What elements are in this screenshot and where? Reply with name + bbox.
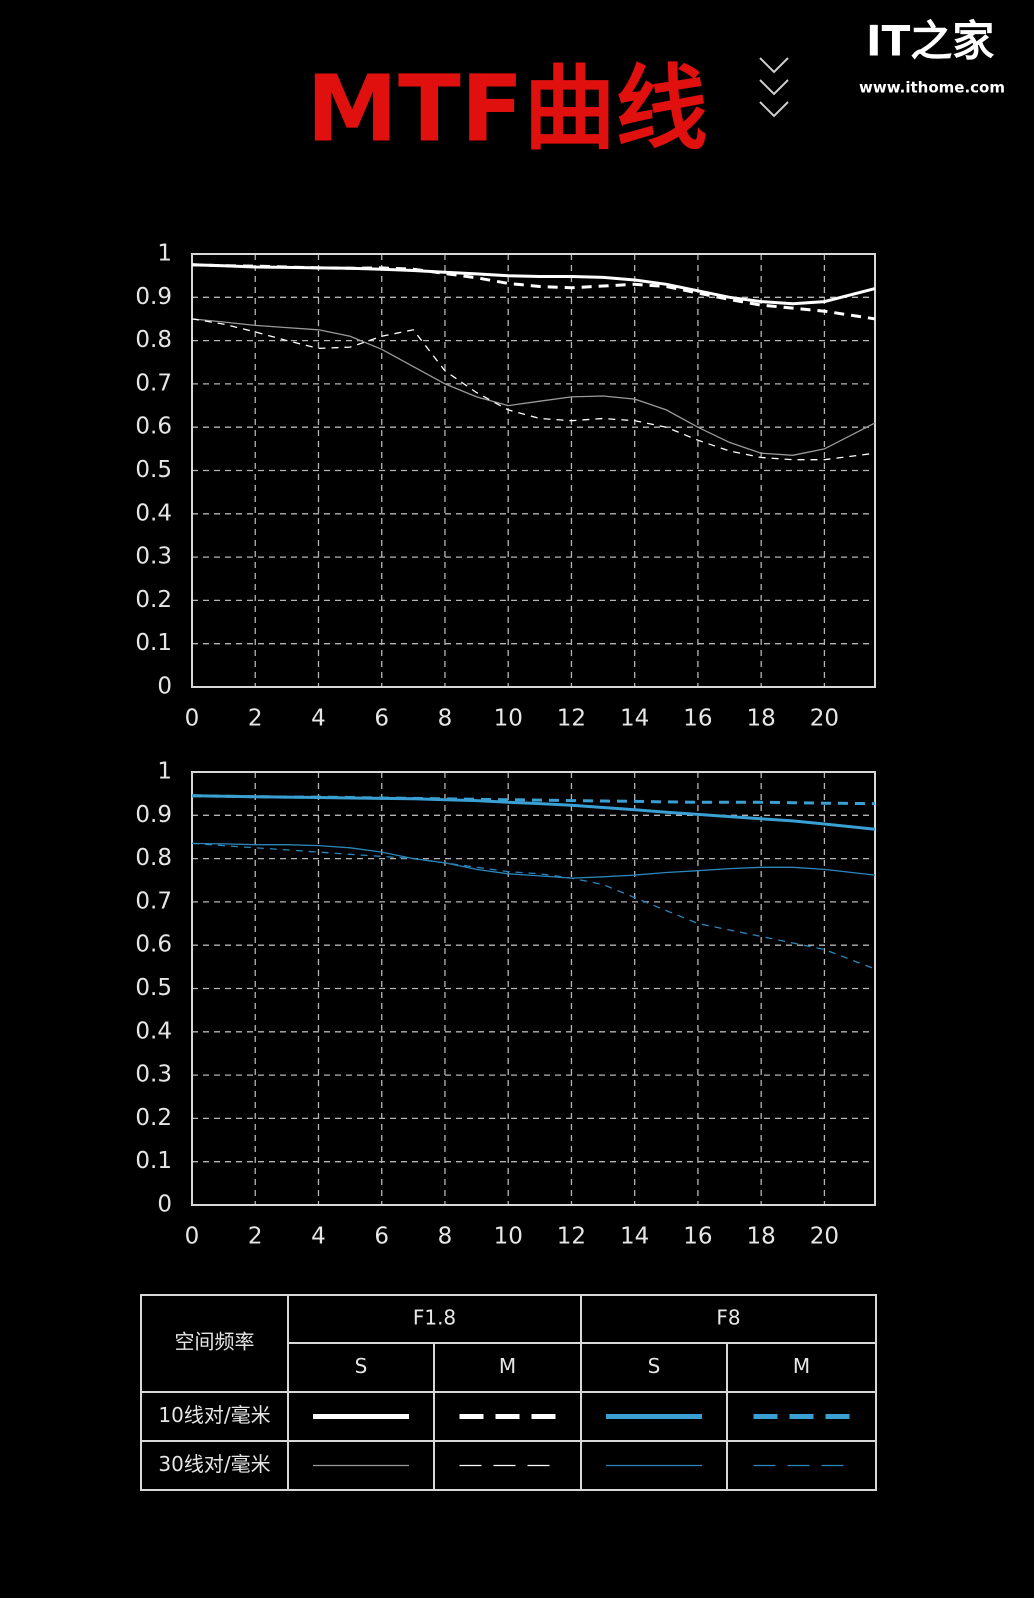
title: MTF曲线 bbox=[306, 55, 707, 162]
x-tick-label: 8 bbox=[438, 706, 453, 732]
y-tick-label: 0.9 bbox=[135, 802, 172, 828]
y-tick-label: 1 bbox=[157, 241, 172, 267]
y-tick-label: 0.3 bbox=[135, 544, 172, 570]
table-header: 空间频率 bbox=[175, 1330, 255, 1354]
mtf-line bbox=[191, 263, 876, 321]
mtf-line bbox=[191, 842, 876, 879]
table-row-label: 30线对/毫米 bbox=[158, 1452, 270, 1476]
y-tick-label: 0.9 bbox=[135, 284, 172, 310]
mtf-line bbox=[191, 794, 876, 806]
y-tick-label: 0.5 bbox=[135, 975, 172, 1001]
x-tick-label: 0 bbox=[185, 706, 200, 732]
chevrons bbox=[759, 57, 789, 118]
table-subheader: M bbox=[793, 1354, 810, 1378]
x-tick-label: 14 bbox=[620, 1224, 649, 1250]
y-tick-label: 0.4 bbox=[135, 1018, 172, 1044]
x-tick-label: 16 bbox=[683, 706, 712, 732]
x-tick-label: 12 bbox=[557, 1224, 586, 1250]
x-tick-label: 10 bbox=[494, 1224, 523, 1250]
y-tick-label: 0.1 bbox=[135, 1148, 172, 1174]
y-tick-label: 0.2 bbox=[135, 587, 172, 613]
y-tick-label: 0.5 bbox=[135, 457, 172, 483]
x-tick-label: 14 bbox=[620, 706, 649, 732]
y-tick-label: 0.8 bbox=[135, 845, 172, 871]
table-subheader: M bbox=[499, 1354, 516, 1378]
x-tick-label: 16 bbox=[683, 1224, 712, 1250]
x-tick-label: 2 bbox=[248, 1224, 263, 1250]
y-tick-label: 1 bbox=[157, 759, 172, 785]
y-tick-label: 0.7 bbox=[135, 370, 172, 396]
x-tick-label: 6 bbox=[374, 1224, 389, 1250]
y-tick-label: 0 bbox=[157, 1192, 172, 1218]
x-tick-label: 20 bbox=[810, 706, 839, 732]
y-tick-label: 0.6 bbox=[135, 932, 172, 958]
x-tick-label: 6 bbox=[374, 706, 389, 732]
x-tick-label: 4 bbox=[311, 706, 326, 732]
x-tick-label: 18 bbox=[747, 706, 776, 732]
x-tick-label: 18 bbox=[747, 1224, 776, 1250]
y-tick-label: 0.1 bbox=[135, 630, 172, 656]
logo-url: www.ithome.com bbox=[859, 79, 1005, 97]
y-tick-label: 0.4 bbox=[135, 500, 172, 526]
plot-frame bbox=[191, 771, 876, 1206]
table-subheader: S bbox=[355, 1354, 368, 1378]
table-subheader: S bbox=[648, 1354, 661, 1378]
x-tick-label: 2 bbox=[248, 706, 263, 732]
x-tick-label: 20 bbox=[810, 1224, 839, 1250]
table-row-label: 10线对/毫米 bbox=[158, 1403, 270, 1427]
y-tick-label: 0.7 bbox=[135, 888, 172, 914]
y-tick-label: 0.2 bbox=[135, 1105, 172, 1131]
mtf-line bbox=[191, 318, 876, 456]
logo: IT之家 bbox=[866, 17, 994, 66]
x-tick-label: 4 bbox=[311, 1224, 326, 1250]
y-tick-label: 0.8 bbox=[135, 327, 172, 353]
mtf-line bbox=[191, 842, 876, 970]
y-tick-label: 0 bbox=[157, 674, 172, 700]
table-group: F8 bbox=[716, 1306, 740, 1330]
mtf-line bbox=[191, 318, 876, 461]
x-tick-label: 0 bbox=[185, 1224, 200, 1250]
x-tick-label: 10 bbox=[494, 706, 523, 732]
plot-frame bbox=[191, 253, 876, 688]
table-group: F1.8 bbox=[413, 1306, 456, 1330]
x-tick-label: 12 bbox=[557, 706, 586, 732]
y-tick-label: 0.6 bbox=[135, 414, 172, 440]
y-tick-label: 0.3 bbox=[135, 1062, 172, 1088]
x-tick-label: 8 bbox=[438, 1224, 453, 1250]
